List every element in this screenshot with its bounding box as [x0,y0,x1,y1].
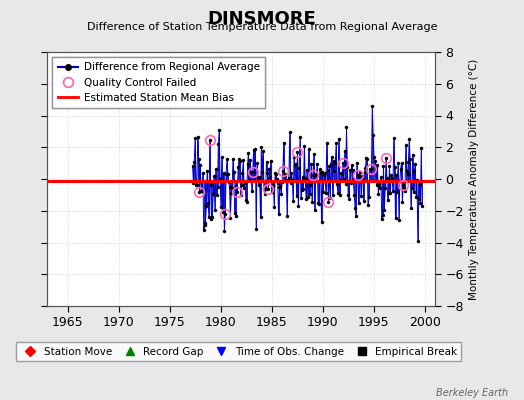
Legend: Difference from Regional Average, Quality Control Failed, Estimated Station Mean: Difference from Regional Average, Qualit… [52,57,265,108]
Text: Berkeley Earth: Berkeley Earth [436,388,508,398]
Legend: Station Move, Record Gap, Time of Obs. Change, Empirical Break: Station Move, Record Gap, Time of Obs. C… [16,342,462,361]
Text: Difference of Station Temperature Data from Regional Average: Difference of Station Temperature Data f… [87,22,437,32]
Text: DINSMORE: DINSMORE [208,10,316,28]
Y-axis label: Monthly Temperature Anomaly Difference (°C): Monthly Temperature Anomaly Difference (… [470,58,479,300]
